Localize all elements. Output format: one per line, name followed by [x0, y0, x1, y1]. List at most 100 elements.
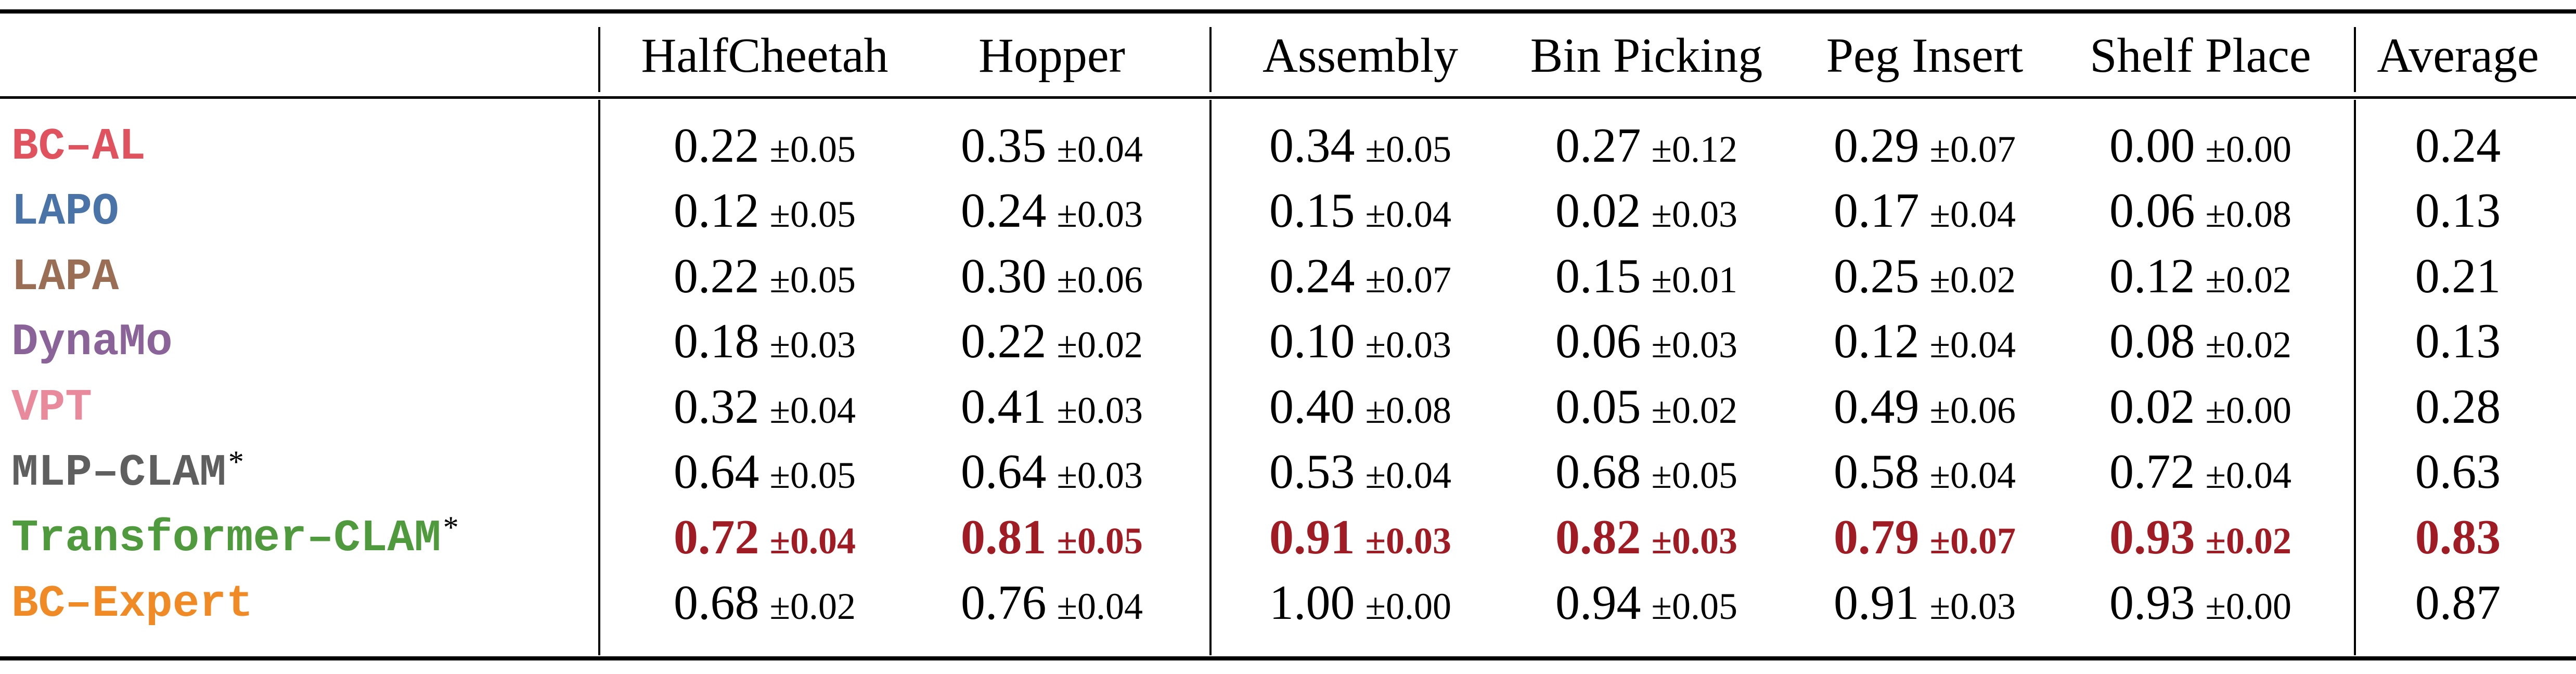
score-value: 0.22 [673, 249, 759, 303]
method-name: LAPA [11, 252, 119, 303]
average-cell: 0.28 [2415, 380, 2501, 434]
score-std: ±0.05 [769, 128, 856, 170]
average-cell: 0.13 [2415, 314, 2501, 368]
score-std: ±0.05 [769, 455, 856, 496]
score-cell: 0.22 ±0.02 [961, 317, 1143, 366]
average-cell: 0.13 [2415, 184, 2501, 238]
score-value: 0.40 [1269, 380, 1355, 434]
score-cell: 0.40 ±0.08 [1269, 382, 1451, 431]
score-value: 0.76 [960, 576, 1047, 630]
score-std: ±0.02 [1651, 390, 1738, 431]
score-value: 0.12 [673, 184, 759, 238]
score-value: 0.12 [2109, 249, 2195, 303]
score-value: 0.68 [1555, 445, 1641, 499]
score-cell: 0.93 ±0.02 [2109, 513, 2291, 562]
score-value: 0.68 [673, 576, 759, 630]
score-std: ±0.04 [1057, 128, 1143, 170]
score-value: 0.91 [1269, 510, 1355, 564]
score-cell: 0.17 ±0.04 [1834, 186, 2016, 235]
score-cell: 0.35 ±0.04 [961, 121, 1143, 170]
score-value: 0.93 [2109, 510, 2195, 564]
method-label: Transformer–CLAM* [11, 512, 459, 561]
score-std: ±0.07 [1929, 128, 2016, 170]
column-header: Shelf Place [2090, 29, 2311, 83]
column-header: Hopper [978, 29, 1125, 83]
score-std: ±0.02 [769, 586, 856, 627]
score-std: ±0.05 [1651, 455, 1738, 496]
score-cell: 0.08 ±0.02 [2109, 317, 2291, 366]
score-cell: 0.91 ±0.03 [1269, 513, 1451, 562]
column-header: Bin Picking [1530, 29, 1763, 83]
score-value: 0.58 [1833, 445, 1920, 499]
score-value: 0.49 [1833, 380, 1920, 434]
bottom-rule [0, 656, 2576, 660]
score-std: ±0.05 [1057, 520, 1143, 562]
average-cell: 0.24 [2415, 119, 2501, 173]
score-std: ±0.00 [2205, 128, 2292, 170]
score-std: ±0.06 [1929, 390, 2016, 431]
score-std: ±0.05 [769, 193, 856, 235]
score-value: 0.05 [1555, 380, 1641, 434]
method-name: VPT [11, 382, 92, 433]
score-value: 0.27 [1555, 119, 1641, 173]
score-value: 0.06 [1555, 314, 1641, 368]
score-cell: 0.81 ±0.05 [961, 513, 1143, 562]
score-cell: 0.72 ±0.04 [2109, 447, 2291, 496]
score-std: ±0.03 [1057, 390, 1143, 431]
score-std: ±0.03 [1365, 324, 1452, 366]
score-std: ±0.08 [2205, 193, 2292, 235]
score-value: 0.02 [1555, 184, 1641, 238]
method-name: BC–AL [11, 121, 146, 172]
score-value: 0.64 [960, 445, 1047, 499]
score-std: ±0.07 [1365, 259, 1452, 301]
score-cell: 0.12 ±0.05 [674, 186, 856, 235]
score-value: 0.08 [2109, 314, 2195, 368]
column-header: Assembly [1263, 29, 1458, 83]
score-std: ±0.01 [1651, 259, 1738, 301]
score-std: ±0.04 [1365, 455, 1452, 496]
score-cell: 0.27 ±0.12 [1555, 121, 1737, 170]
score-cell: 0.93 ±0.00 [2109, 578, 2291, 627]
score-cell: 0.76 ±0.04 [961, 578, 1143, 627]
column-header: HalfCheetah [641, 29, 888, 83]
score-cell: 0.68 ±0.02 [674, 578, 856, 627]
column-separator [2354, 27, 2356, 92]
column-header: Peg Insert [1826, 29, 2024, 83]
score-std: ±0.00 [2205, 390, 2292, 431]
score-cell: 0.22 ±0.05 [674, 121, 856, 170]
score-value: 0.94 [1555, 576, 1641, 630]
score-cell: 0.12 ±0.02 [2109, 252, 2291, 301]
score-cell: 0.94 ±0.05 [1555, 578, 1737, 627]
score-std: ±0.04 [769, 520, 856, 562]
score-std: ±0.03 [1057, 455, 1143, 496]
score-std: ±0.03 [1651, 193, 1738, 235]
score-value: 0.15 [1269, 184, 1355, 238]
score-std: ±0.04 [2205, 455, 2292, 496]
score-cell: 0.25 ±0.02 [1834, 252, 2016, 301]
score-value: 0.25 [1833, 249, 1920, 303]
score-value: 0.91 [1833, 576, 1920, 630]
header-rule [0, 96, 2576, 99]
score-cell: 0.06 ±0.03 [1555, 317, 1737, 366]
method-name: BC–Expert [11, 578, 253, 629]
score-value: 0.22 [960, 314, 1047, 368]
column-separator [598, 27, 600, 92]
score-std: ±0.05 [1365, 128, 1452, 170]
score-cell: 0.58 ±0.04 [1834, 447, 2016, 496]
score-cell: 0.18 ±0.03 [674, 317, 856, 366]
score-cell: 0.24 ±0.03 [961, 186, 1143, 235]
average-cell: 0.63 [2415, 445, 2501, 499]
score-cell: 0.34 ±0.05 [1269, 121, 1451, 170]
column-separator [1209, 100, 1212, 655]
score-std: ±0.03 [1057, 193, 1143, 235]
column-separator [1209, 27, 1212, 92]
score-value: 0.29 [1833, 119, 1920, 173]
method-name: MLP–CLAM [11, 447, 226, 498]
column-separator [2354, 100, 2356, 655]
score-cell: 0.30 ±0.06 [961, 252, 1143, 301]
score-std: ±0.04 [1929, 193, 2016, 235]
score-value: 0.00 [2109, 119, 2195, 173]
average-cell: 0.83 [2415, 510, 2501, 564]
score-std: ±0.08 [1365, 390, 1452, 431]
score-cell: 0.29 ±0.07 [1834, 121, 2016, 170]
